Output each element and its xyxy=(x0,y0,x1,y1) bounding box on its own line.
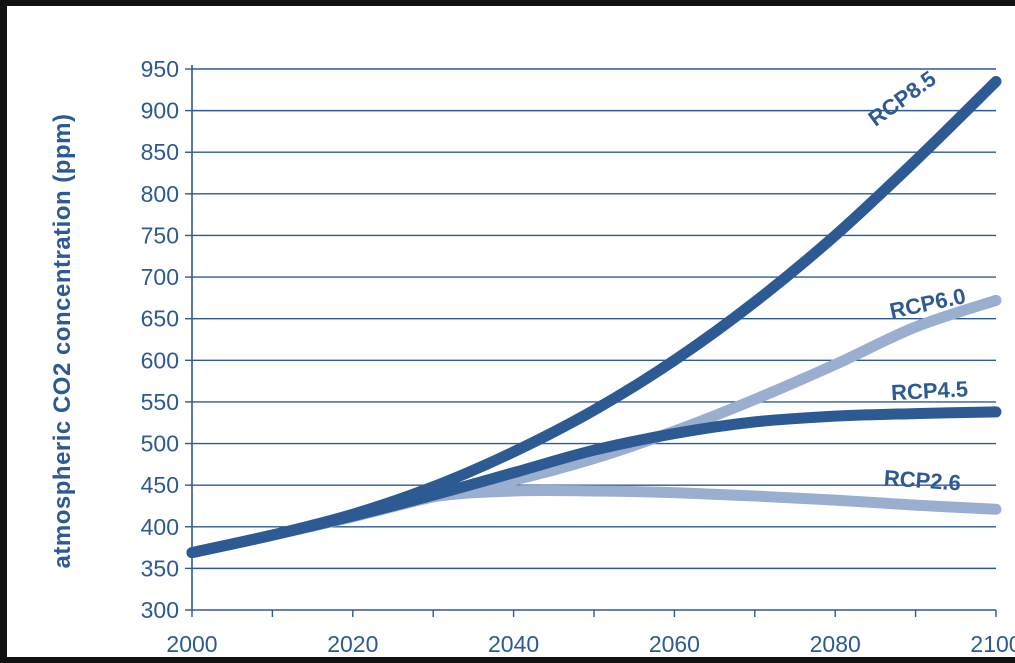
y-tick-label-850: 850 xyxy=(141,139,179,165)
y-tick-label-950: 950 xyxy=(141,56,179,82)
x-tick-label-2080: 2080 xyxy=(810,631,861,657)
series-line-rcp85 xyxy=(186,76,1002,559)
y-tick-label-700: 700 xyxy=(141,264,179,290)
y-tick-label-600: 600 xyxy=(141,347,179,373)
y-tick-label-800: 800 xyxy=(141,181,179,207)
gridlines xyxy=(192,68,996,570)
y-tick-label-450: 450 xyxy=(141,472,179,498)
x-tick-label-2100: 2100 xyxy=(970,631,1015,657)
y-tick-label-400: 400 xyxy=(141,514,179,540)
y-tick-label-350: 350 xyxy=(141,555,179,581)
x-tick-label-2000: 2000 xyxy=(166,631,217,657)
series-label-rcp26: RCP2.6 xyxy=(883,465,962,495)
axes: 300 350 400 450 500 550 600 650 700 750 800 850 900 9… xyxy=(141,56,1015,657)
y-axis-label: atmospheric CO2 concentration (ppm) xyxy=(49,114,76,569)
x-tick-label-2040: 2040 xyxy=(488,631,539,657)
series-label-rcp45: RCP4.5 xyxy=(890,376,968,405)
co2-line-chart: 300 350 400 450 500 550 600 650 700 750 800 850 900 9… xyxy=(49,56,1015,657)
series-line-rcp60 xyxy=(186,294,1002,559)
y-tick-label-550: 550 xyxy=(141,389,179,415)
y-tick-label-500: 500 xyxy=(141,431,179,457)
series-label-rcp85: RCP8.5 xyxy=(864,66,941,132)
x-tick-label-2060: 2060 xyxy=(649,631,700,657)
y-tick-label-300: 300 xyxy=(141,597,179,623)
y-tick-label-900: 900 xyxy=(141,98,179,124)
y-tick-label-650: 650 xyxy=(141,306,179,332)
series-lines xyxy=(186,76,1002,559)
x-tick-label-2020: 2020 xyxy=(327,631,378,657)
y-tick-label-750: 750 xyxy=(141,222,179,248)
